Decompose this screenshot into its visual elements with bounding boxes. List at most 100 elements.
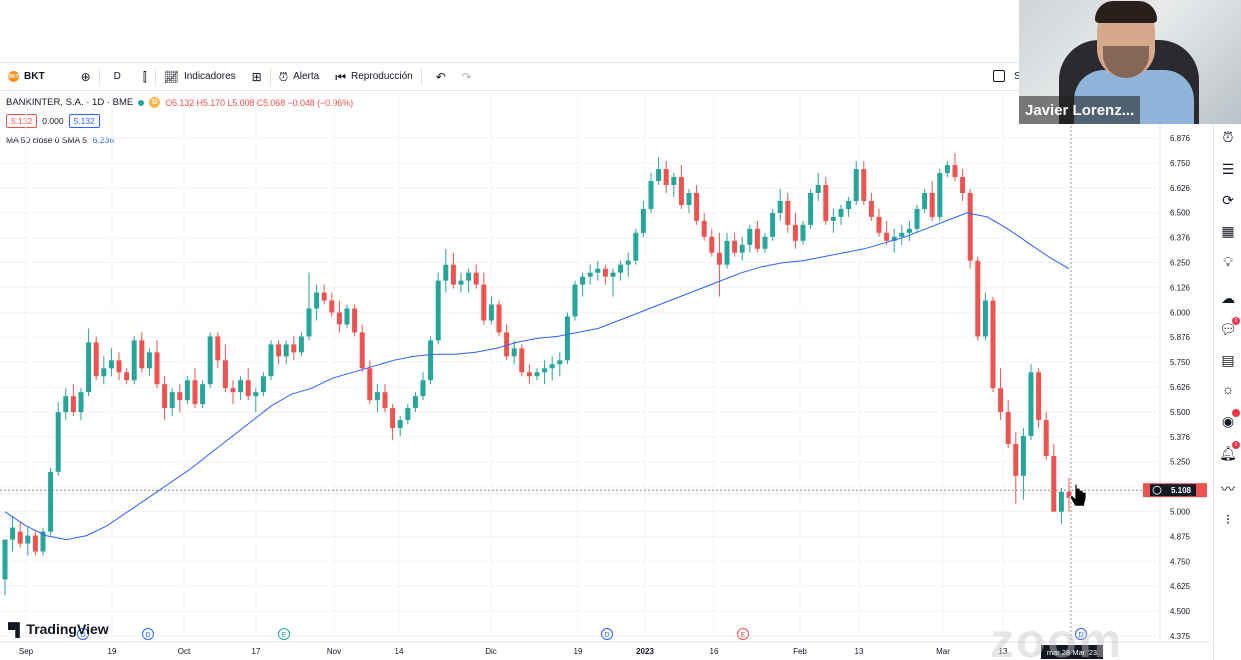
y-tick-label: 6.000 — [1170, 308, 1191, 317]
candle-body — [200, 384, 206, 405]
candle-body — [511, 348, 517, 357]
candle-body — [10, 527, 16, 540]
candle-body — [967, 192, 973, 261]
y-tick-label: 6.250 — [1170, 259, 1191, 268]
x-tick-label: 2023 — [636, 647, 654, 656]
candle-body — [55, 412, 61, 472]
broadcast-icon[interactable]: ◉ — [1219, 409, 1240, 430]
candle-body — [169, 392, 175, 409]
candle-body — [1036, 372, 1042, 421]
candle-body — [162, 384, 168, 409]
y-tick-label: 6.750 — [1170, 159, 1191, 168]
sell-price-button[interactable]: 5.132 — [6, 114, 38, 128]
candle-body — [1013, 443, 1019, 476]
buy-price-button[interactable]: 5.132 — [68, 114, 100, 128]
candle-body — [367, 368, 373, 401]
event-marker-label: D — [1078, 632, 1083, 639]
candle-body — [390, 408, 396, 429]
x-tick-label: 14 — [395, 647, 404, 656]
dividend-badge[interactable]: D — [149, 97, 161, 108]
more-dots-icon[interactable]: ⁝ — [1225, 510, 1231, 527]
indicators-chart-icon: 📈︎ — [163, 69, 179, 84]
y-tick-label: 4.625 — [1170, 582, 1191, 591]
message-icon[interactable]: ▤ — [1221, 351, 1235, 368]
replay-label: Reproducción — [351, 71, 413, 82]
y-tick-label: 5.876 — [1170, 333, 1191, 342]
candle-body — [314, 292, 320, 309]
interval-label: D — [113, 71, 121, 82]
candle-body — [701, 220, 707, 237]
candle-body — [63, 396, 69, 413]
symbol-selector[interactable]: BKT BKT — [0, 63, 53, 90]
candle-body — [17, 531, 23, 544]
ma-value: 6.236 — [92, 135, 115, 145]
price-chart[interactable]: 6.876 6.750 6.626 6.500 6.376 6.250 6.126 6.000… — [0, 92, 1210, 660]
zoom-watermark: zoom — [990, 615, 1124, 660]
undo-button[interactable]: ↶ — [422, 63, 454, 90]
x-tick-label: Sep — [19, 647, 34, 656]
chart-canvas[interactable]: 6.876 6.750 6.626 6.500 6.376 6.250 6.126 6.000… — [0, 92, 1210, 660]
wave-icon[interactable]: 〰 — [1221, 481, 1235, 497]
chat-bubbles-icon[interactable]: ☁ — [1221, 289, 1235, 306]
webcam-video: Javier Lorenz... — [1019, 0, 1241, 124]
interval-button[interactable]: D — [100, 63, 135, 90]
alert-button[interactable]: ⏰︎ Alerta — [271, 63, 328, 90]
candle-body — [40, 531, 46, 552]
chart-legend: BANKINTER, S.A. · 1D · BME D O5.132 H5.1… — [6, 97, 353, 108]
candle-body — [412, 396, 418, 409]
event-marker — [278, 628, 290, 640]
comment-icon[interactable]: 💬︎ 2 — [1219, 317, 1240, 338]
redo-icon: ↷ — [461, 69, 472, 84]
lightbulb-icon[interactable]: 💡︎ — [1223, 253, 1233, 270]
candle-body — [952, 165, 958, 178]
candle-body — [823, 185, 829, 221]
candle-body — [443, 264, 449, 281]
divider — [154, 67, 156, 86]
candle-body — [587, 272, 593, 277]
candle-body — [207, 336, 213, 385]
candle-body — [1043, 420, 1049, 456]
candle-body — [405, 408, 411, 421]
tradingview-logo[interactable]: ▀▌ TradingView — [8, 621, 109, 637]
candle-body — [306, 308, 312, 337]
candle-body — [785, 200, 791, 225]
candle-body — [716, 252, 722, 265]
candle-body — [800, 224, 806, 241]
event-marker — [1075, 628, 1087, 640]
y-tick-label: 4.875 — [1170, 532, 1191, 541]
candle-body — [815, 185, 821, 193]
fullscreen-checkbox[interactable] — [993, 70, 1005, 82]
watchlist-icon[interactable]: ☰ — [1221, 160, 1235, 177]
market-open-dot-icon — [138, 99, 145, 106]
hand-cursor-icon — [1069, 483, 1087, 507]
compare-add-button[interactable]: ⊕ — [53, 63, 99, 90]
y-tick-label: 4.375 — [1170, 632, 1191, 641]
redo-button[interactable]: ↷ — [454, 63, 480, 90]
candle-body — [922, 192, 928, 209]
alarm-clock-icon[interactable]: ⏰︎ — [1222, 128, 1234, 145]
candle-body — [32, 535, 38, 552]
candle-body — [382, 392, 388, 409]
bell-icon[interactable]: 🔔︎ 1 — [1219, 441, 1240, 462]
replay-button[interactable]: ⏮︎ Reproducción — [327, 63, 421, 90]
chart-type-button[interactable]: ⫿ — [135, 63, 155, 90]
candle-body — [770, 212, 776, 237]
candle-body — [101, 368, 107, 377]
candle-body — [580, 276, 586, 285]
layout-templates-button[interactable]: ⊞ — [244, 63, 270, 90]
ma-legend[interactable]: MA 50 close 0 SMA 5 6.236 — [6, 135, 114, 145]
candle-body — [846, 200, 852, 209]
refresh-icon[interactable]: ⟳ — [1222, 191, 1234, 208]
calendar-grid-icon[interactable]: ▦ — [1221, 222, 1235, 239]
candle-body — [458, 280, 464, 285]
divider — [269, 67, 271, 86]
instrument-title[interactable]: BANKINTER, S.A. · 1D · BME — [6, 97, 134, 108]
y-tick-label: 6.126 — [1170, 283, 1191, 292]
candle-body — [694, 192, 700, 221]
candle-body — [519, 348, 525, 373]
indicators-button[interactable]: 📈︎ Indicadores — [156, 63, 244, 90]
candle-body — [671, 177, 677, 186]
idea-bulb-icon[interactable]: ☼ — [1221, 381, 1235, 397]
alarm-icon: ⏰︎ — [278, 69, 289, 84]
candle-body — [268, 344, 274, 377]
